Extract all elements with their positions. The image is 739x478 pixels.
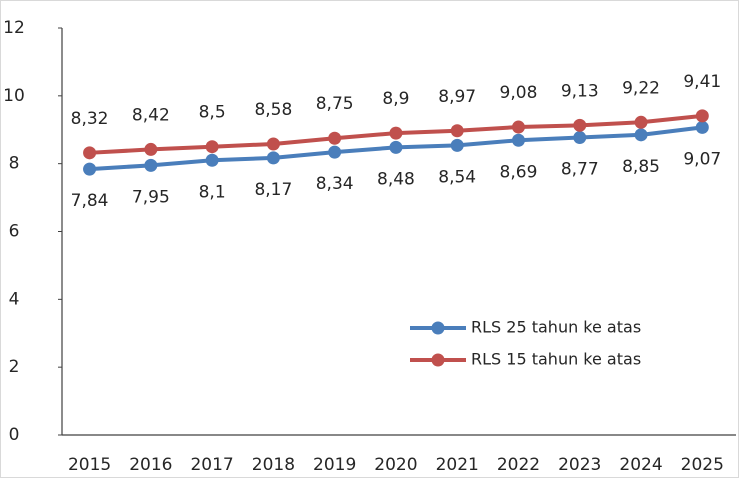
x-tick-label: 2015 bbox=[68, 455, 111, 475]
data-label: 8,5 bbox=[199, 103, 226, 123]
data-label: 8,54 bbox=[438, 167, 476, 187]
data-label: 8,42 bbox=[132, 105, 170, 125]
legend-label: RLS 15 tahun ke atas bbox=[471, 350, 641, 369]
x-tick-label: 2022 bbox=[497, 455, 540, 475]
data-label: 9,41 bbox=[683, 72, 721, 92]
data-label: 8,75 bbox=[316, 94, 354, 114]
data-point bbox=[205, 153, 219, 167]
data-point bbox=[83, 146, 97, 160]
y-tick-label: 10 bbox=[3, 86, 25, 106]
legend-marker bbox=[431, 321, 445, 335]
data-point bbox=[573, 131, 587, 145]
data-label: 8,1 bbox=[199, 182, 226, 202]
data-label: 8,9 bbox=[382, 89, 409, 109]
legend-label: RLS 25 tahun ke atas bbox=[471, 318, 641, 337]
data-point bbox=[144, 142, 158, 156]
data-label: 7,84 bbox=[71, 191, 109, 211]
legend-marker bbox=[431, 353, 445, 367]
y-tick-label: 0 bbox=[9, 425, 20, 445]
data-label: 8,32 bbox=[71, 109, 109, 129]
y-tick-label: 12 bbox=[3, 18, 25, 38]
data-label: 8,17 bbox=[254, 180, 292, 200]
data-point bbox=[450, 124, 464, 138]
x-tick-label: 2021 bbox=[436, 455, 479, 475]
data-point bbox=[573, 118, 587, 132]
data-point bbox=[328, 145, 342, 159]
data-point bbox=[83, 162, 97, 176]
data-point bbox=[634, 128, 648, 142]
y-tick-label: 2 bbox=[9, 357, 20, 377]
y-tick-label: 4 bbox=[9, 289, 20, 309]
legend: RLS 25 tahun ke atas RLS 15 tahun ke atas bbox=[410, 318, 641, 369]
x-tick-label: 2016 bbox=[129, 455, 172, 475]
data-point bbox=[205, 140, 219, 154]
data-point bbox=[695, 109, 709, 123]
data-point bbox=[634, 115, 648, 129]
x-tick-label: 2020 bbox=[374, 455, 417, 475]
data-label: 8,58 bbox=[254, 100, 292, 120]
x-tick-label: 2019 bbox=[313, 455, 356, 475]
x-tick-label: 2024 bbox=[619, 455, 662, 475]
data-point bbox=[389, 126, 403, 140]
data-point bbox=[511, 120, 525, 134]
data-label: 7,95 bbox=[132, 187, 170, 207]
data-point bbox=[328, 131, 342, 145]
data-label: 9,22 bbox=[622, 78, 660, 98]
data-point bbox=[389, 140, 403, 154]
data-point bbox=[266, 151, 280, 165]
data-label: 8,48 bbox=[377, 169, 415, 189]
data-label: 8,85 bbox=[622, 157, 660, 177]
data-point bbox=[266, 137, 280, 151]
data-point bbox=[695, 120, 709, 134]
data-label: 8,77 bbox=[561, 160, 599, 180]
x-tick-label: 2017 bbox=[190, 455, 233, 475]
y-tick-label: 6 bbox=[9, 222, 20, 242]
data-label: 9,08 bbox=[500, 83, 538, 103]
data-label: 8,97 bbox=[438, 87, 476, 107]
x-tick-label: 2023 bbox=[558, 455, 601, 475]
data-label: 8,69 bbox=[500, 162, 538, 182]
data-point bbox=[144, 158, 158, 172]
data-label: 9,07 bbox=[683, 149, 721, 169]
x-tick-label: 2018 bbox=[252, 455, 295, 475]
data-point bbox=[511, 133, 525, 147]
y-tick-label: 8 bbox=[9, 154, 20, 174]
data-point bbox=[450, 138, 464, 152]
data-label: 9,13 bbox=[561, 81, 599, 101]
data-label: 8,34 bbox=[316, 174, 354, 194]
x-tick-label: 2025 bbox=[681, 455, 724, 475]
